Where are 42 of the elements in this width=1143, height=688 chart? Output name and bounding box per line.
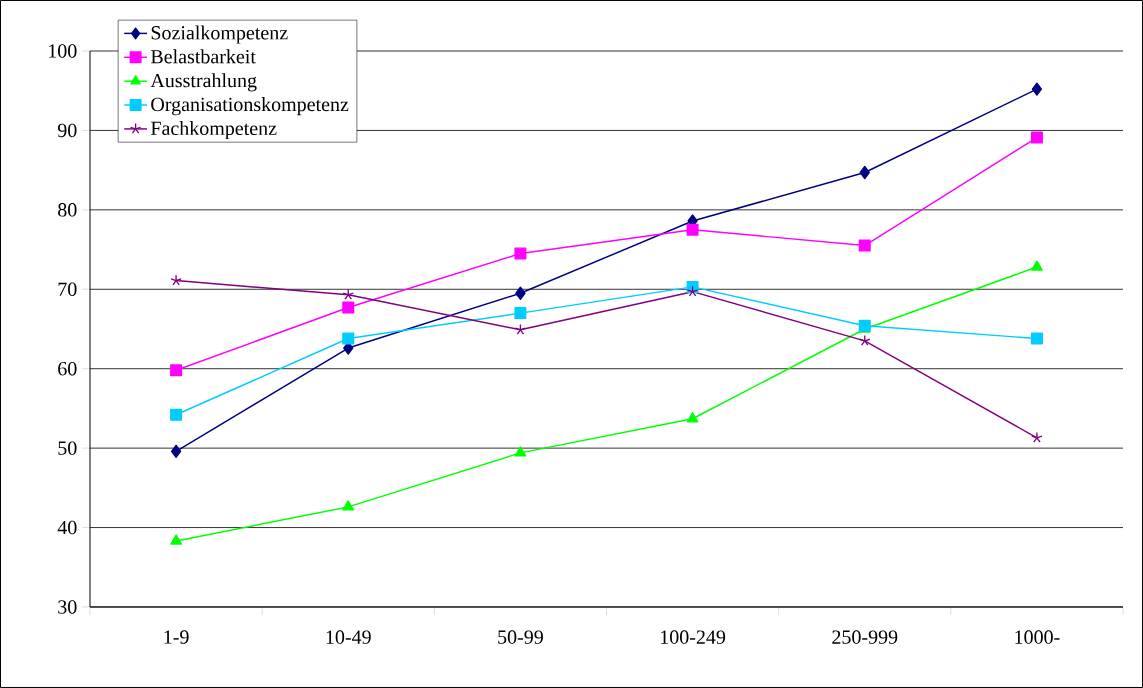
x-tick-label: 250-999	[832, 630, 898, 644]
x-tick-label: 100-249	[661, 630, 726, 644]
y-tick-label: 30	[58, 600, 77, 614]
point	[514, 323, 527, 335]
point	[1030, 332, 1043, 345]
legend-label: Belastbarkeit	[150, 49, 256, 64]
point	[342, 301, 355, 314]
x-tick-label: 1-9	[164, 630, 189, 644]
point	[170, 444, 182, 458]
point	[859, 165, 870, 180]
y-tick-label: 80	[58, 203, 77, 217]
point	[1030, 131, 1043, 144]
point	[170, 408, 183, 421]
point	[686, 285, 699, 297]
legend-label: Organisationskompetenz	[151, 97, 349, 116]
y-tick-label: 60	[58, 361, 77, 376]
point	[686, 412, 699, 423]
point	[170, 364, 183, 377]
point	[514, 446, 527, 457]
point	[342, 332, 355, 345]
y-tick-label: 90	[57, 123, 77, 138]
x-tick-label: 50-99	[498, 630, 543, 644]
y-tick-label: 40	[57, 520, 77, 535]
x-tick-label: 1000-	[1015, 630, 1060, 644]
legend-label: Sozialkompetenz	[151, 25, 288, 44]
point	[1031, 82, 1043, 96]
point	[1031, 260, 1043, 271]
y-tick-label: 70	[58, 282, 77, 297]
x-tick-label: 10-49	[326, 630, 371, 644]
point	[170, 534, 182, 545]
y-tick-label: 100	[49, 44, 77, 58]
legend-label: Ausstrahlung	[150, 73, 257, 92]
y-tick-label: 50	[58, 441, 77, 455]
point	[686, 223, 699, 236]
point	[342, 288, 354, 300]
legend-label: Fachkompetenz	[150, 120, 277, 140]
point	[858, 239, 871, 252]
point	[342, 500, 355, 511]
point	[514, 247, 527, 260]
point	[514, 307, 527, 320]
point	[515, 286, 526, 300]
point	[859, 334, 871, 346]
